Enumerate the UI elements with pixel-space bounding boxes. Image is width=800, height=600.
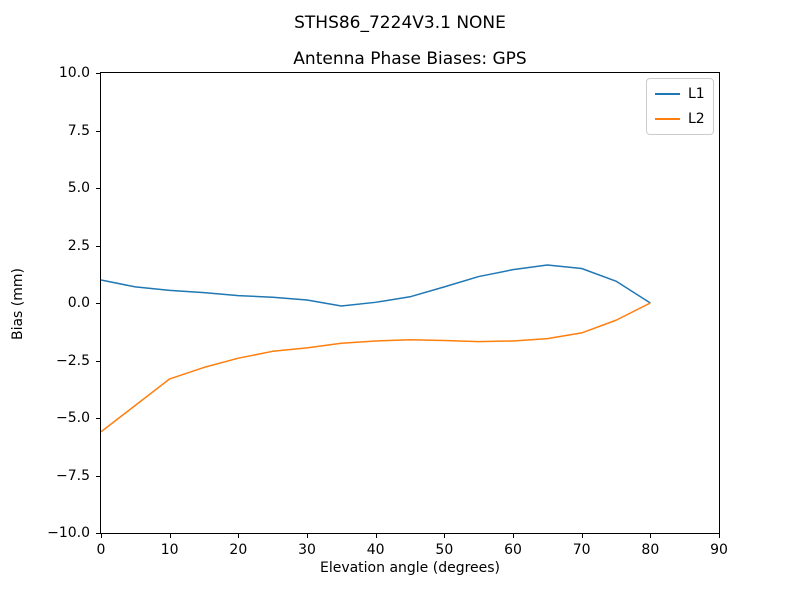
series-lines-canvas — [101, 264, 651, 433]
y-tick-mark — [96, 245, 100, 247]
x-tick-label: 20 — [229, 542, 248, 558]
y-tick-mark — [96, 360, 100, 362]
x-tick-mark — [650, 534, 652, 538]
y-tick-mark — [96, 418, 100, 419]
legend-line-swatch — [655, 118, 680, 120]
y-tick-label: 5.0 — [67, 180, 90, 196]
legend-item-l1: L1 — [655, 85, 705, 103]
y-tick-label: −5.0 — [56, 410, 90, 426]
x-tick-label: 70 — [572, 542, 591, 558]
y-tick-label: −7.5 — [56, 467, 90, 484]
x-tick-mark — [101, 534, 102, 538]
series-line-l1 — [101, 264, 651, 307]
x-tick-label: 30 — [298, 542, 316, 558]
legend-line-swatch — [655, 93, 680, 95]
y-tick-label: −2.5 — [56, 352, 90, 369]
x-tick-label: 80 — [641, 542, 660, 558]
y-tick-mark — [96, 130, 100, 132]
y-tick-mark — [96, 303, 100, 304]
x-tick-mark — [719, 534, 720, 538]
y-tick-mark — [96, 533, 100, 534]
x-tick-mark — [307, 534, 308, 538]
x-tick-label: 10 — [160, 542, 179, 558]
x-tick-label: 0 — [96, 542, 106, 558]
y-tick-mark — [96, 73, 100, 74]
y-tick-label: −10.0 — [47, 525, 90, 541]
y-tick-label: 10.0 — [58, 65, 90, 81]
series-line-l2 — [101, 302, 651, 433]
y-axis-label: Bias (mm) — [10, 267, 26, 341]
legend: L1 L2 — [646, 78, 714, 135]
y-tick-mark — [96, 188, 100, 189]
legend-item-l2: L2 — [655, 110, 705, 128]
x-tick-mark — [513, 534, 514, 538]
x-tick-mark — [169, 534, 171, 538]
x-tick-label: 40 — [366, 542, 385, 558]
axes-title: Antenna Phase Biases: GPS — [293, 49, 527, 69]
x-tick-label: 90 — [710, 542, 728, 558]
legend-label: L2 — [688, 111, 705, 127]
x-tick-mark — [444, 534, 446, 538]
x-axis-label: Elevation angle (degrees) — [319, 560, 501, 576]
plot-area — [100, 72, 720, 534]
y-tick-mark — [96, 475, 100, 477]
figure-title: STHS86_7224V3.1 NONE — [294, 13, 506, 33]
y-tick-label: 2.5 — [67, 237, 90, 254]
legend-label: L1 — [688, 86, 705, 102]
y-tick-label: 7.5 — [67, 122, 90, 139]
x-tick-label: 60 — [504, 542, 522, 558]
y-tick-label: 0.0 — [67, 295, 90, 311]
x-tick-mark — [238, 534, 240, 538]
x-tick-mark — [375, 534, 377, 538]
x-tick-label: 50 — [435, 542, 454, 558]
x-tick-mark — [581, 534, 583, 538]
